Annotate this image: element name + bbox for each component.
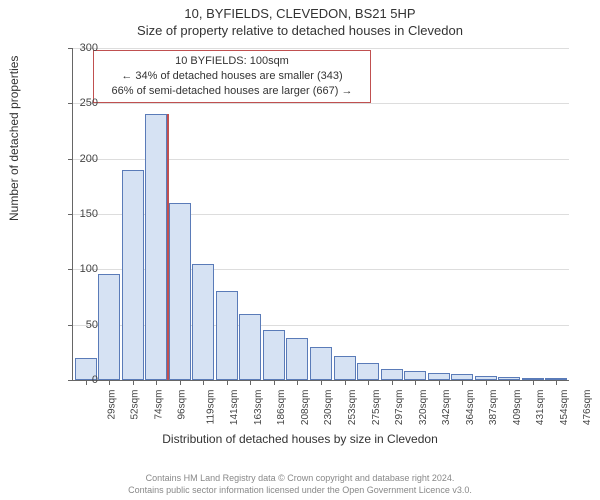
histogram-bar bbox=[192, 264, 214, 380]
x-tick-label: 230sqm bbox=[324, 390, 335, 426]
x-tick-mark bbox=[415, 380, 416, 385]
x-tick-label: 119sqm bbox=[205, 390, 216, 425]
footer-line-1: Contains HM Land Registry data © Crown c… bbox=[0, 472, 600, 484]
y-tick-mark bbox=[68, 269, 73, 270]
x-tick-mark bbox=[297, 380, 298, 385]
x-tick-mark bbox=[274, 380, 275, 385]
x-tick-label: 454sqm bbox=[559, 390, 570, 426]
x-tick-mark bbox=[109, 380, 110, 385]
histogram-bar bbox=[263, 330, 285, 380]
x-tick-label: 409sqm bbox=[512, 390, 523, 426]
y-tick-label: 0 bbox=[92, 374, 98, 386]
x-tick-label: 364sqm bbox=[465, 390, 476, 426]
histogram-bar bbox=[98, 274, 120, 380]
histogram-bar bbox=[145, 114, 167, 380]
histogram-bar bbox=[310, 347, 332, 380]
x-tick-label: 208sqm bbox=[300, 390, 311, 426]
grid-line bbox=[73, 48, 569, 49]
y-tick-label: 100 bbox=[80, 263, 98, 275]
x-tick-label: 29sqm bbox=[106, 390, 117, 420]
y-tick-mark bbox=[68, 103, 73, 104]
page-subtitle: Size of property relative to detached ho… bbox=[0, 21, 600, 38]
histogram-bar bbox=[381, 369, 403, 380]
x-tick-mark bbox=[439, 380, 440, 385]
y-tick-label: 200 bbox=[80, 153, 98, 165]
y-axis-label: Number of detached properties bbox=[7, 56, 21, 221]
x-tick-mark bbox=[462, 380, 463, 385]
histogram-bar bbox=[428, 373, 450, 380]
x-tick-mark bbox=[486, 380, 487, 385]
histogram-bar bbox=[169, 203, 191, 380]
x-tick-label: 186sqm bbox=[276, 390, 287, 426]
y-tick-mark bbox=[68, 48, 73, 49]
x-tick-label: 163sqm bbox=[253, 390, 264, 426]
info-box-line: 66% of semi-detached houses are larger (… bbox=[102, 84, 362, 99]
x-tick-label: 320sqm bbox=[418, 390, 429, 426]
x-tick-label: 253sqm bbox=[347, 390, 358, 426]
x-tick-mark bbox=[321, 380, 322, 385]
footer-attribution: Contains HM Land Registry data © Crown c… bbox=[0, 472, 600, 496]
x-tick-mark bbox=[250, 380, 251, 385]
footer-line-2: Contains public sector information licen… bbox=[0, 484, 600, 496]
y-tick-mark bbox=[68, 380, 73, 381]
x-tick-label: 342sqm bbox=[441, 390, 452, 426]
histogram-bar bbox=[334, 356, 356, 380]
x-tick-mark bbox=[509, 380, 510, 385]
y-tick-mark bbox=[68, 325, 73, 326]
y-tick-label: 50 bbox=[86, 319, 98, 331]
x-tick-label: 74sqm bbox=[153, 390, 164, 420]
histogram-bar bbox=[122, 170, 144, 380]
x-tick-mark bbox=[533, 380, 534, 385]
x-tick-mark bbox=[345, 380, 346, 385]
y-tick-mark bbox=[68, 159, 73, 160]
y-tick-label: 250 bbox=[80, 97, 98, 109]
x-tick-mark bbox=[156, 380, 157, 385]
x-tick-mark bbox=[86, 380, 87, 385]
x-tick-mark bbox=[392, 380, 393, 385]
x-tick-mark bbox=[133, 380, 134, 385]
x-tick-label: 96sqm bbox=[177, 390, 188, 420]
x-tick-label: 387sqm bbox=[488, 390, 499, 426]
histogram-bar bbox=[216, 291, 238, 380]
x-tick-mark bbox=[368, 380, 369, 385]
info-box: 10 BYFIELDS: 100sqm← 34% of detached hou… bbox=[93, 50, 371, 103]
histogram-bar bbox=[286, 338, 308, 380]
x-tick-label: 431sqm bbox=[535, 390, 546, 426]
chart-plot-area: 10 BYFIELDS: 100sqm← 34% of detached hou… bbox=[72, 48, 569, 381]
y-tick-mark bbox=[68, 214, 73, 215]
histogram-bar bbox=[404, 371, 426, 380]
x-tick-label: 52sqm bbox=[130, 390, 141, 420]
x-tick-label: 297sqm bbox=[394, 390, 405, 426]
grid-line bbox=[73, 103, 569, 104]
x-tick-mark bbox=[227, 380, 228, 385]
y-tick-label: 150 bbox=[80, 208, 98, 220]
histogram-bar bbox=[239, 314, 261, 380]
info-box-line: 10 BYFIELDS: 100sqm bbox=[102, 54, 362, 69]
info-box-line: ← 34% of detached houses are smaller (34… bbox=[102, 69, 362, 84]
x-tick-mark bbox=[180, 380, 181, 385]
x-tick-label: 275sqm bbox=[371, 390, 382, 426]
histogram-bar bbox=[357, 363, 379, 380]
x-tick-label: 141sqm bbox=[229, 390, 240, 426]
y-tick-label: 300 bbox=[80, 42, 98, 54]
x-tick-label: 476sqm bbox=[583, 390, 594, 426]
x-axis-label: Distribution of detached houses by size … bbox=[0, 432, 600, 446]
page-title-address: 10, BYFIELDS, CLEVEDON, BS21 5HP bbox=[0, 0, 600, 21]
x-tick-mark bbox=[556, 380, 557, 385]
x-tick-mark bbox=[203, 380, 204, 385]
marker-line bbox=[167, 114, 169, 380]
